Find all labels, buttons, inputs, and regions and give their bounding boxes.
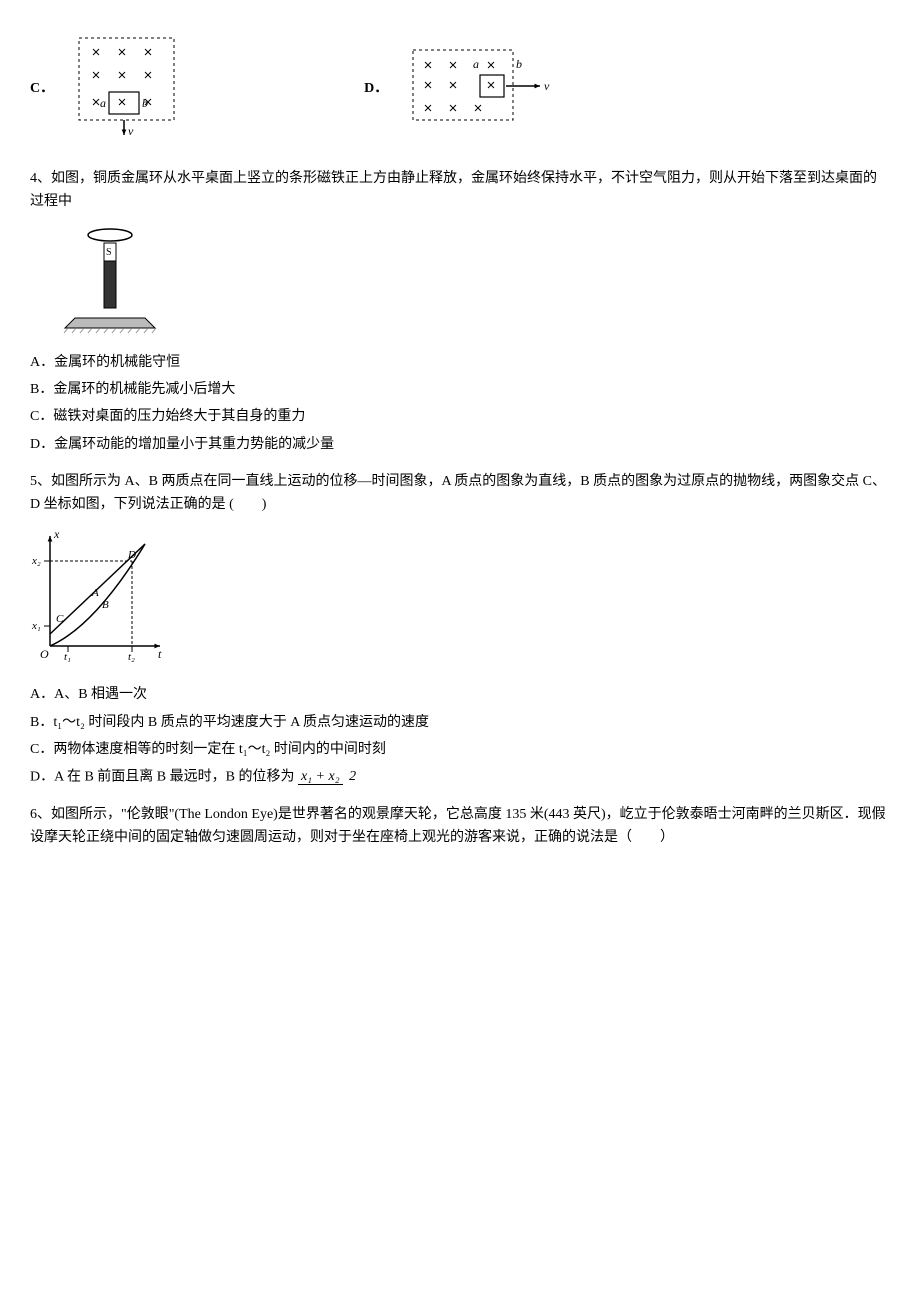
fig-d-label: D． (364, 78, 388, 100)
q5-option-c: C．两物体速度相等的时刻一定在 t₁～t₂ 时间内的中间时刻 (30, 739, 890, 761)
svg-text:a: a (100, 96, 106, 110)
fig-c-diagram: a bv (64, 30, 184, 148)
q4-option-b: B．金属环的机械能先减小后增大 (30, 379, 890, 401)
fig-d-svg: a b v (398, 40, 578, 130)
q4-option-d: D．金属环动能的增加量小于其重力势能的减少量 (30, 434, 890, 456)
q5-d-prefix: D．A 在 B 前面且离 B 最远时，B 的位移为 (30, 770, 294, 785)
svg-text:A: A (91, 587, 99, 599)
q5-figure: t x Ox₁ x₂ t₁ t₂ C D AB (30, 526, 890, 674)
q5-option-a: A．A、B 相遇一次 (30, 684, 890, 706)
magnet-svg: S (60, 223, 160, 333)
q5-option-d: D．A 在 B 前面且离 B 最远时，B 的位移为 x₁ + x₂ 2 (30, 766, 890, 789)
svg-text:O: O (40, 647, 49, 661)
q5-option-b: B．t₁～t₂ 时间段内 B 质点的平均速度大于 A 质点匀速运动的速度 (30, 712, 890, 734)
figure-row-cd: C． abv D． abv (30, 30, 890, 148)
q4-option-c: C．磁铁对桌面的压力始终大于其自身的重力 (30, 406, 890, 428)
fig-c-svg: a bv (64, 30, 184, 140)
svg-text:C: C (56, 613, 64, 625)
svg-text:B: B (102, 599, 109, 611)
svg-text:x₂: x₂ (31, 555, 41, 567)
q5-text-prefix: 5、如图所示为 A、B 两质点在同一直线上运动的位移—时间图象，A 质点的图象为… (30, 474, 886, 511)
svg-text:b: b (142, 96, 148, 110)
svg-text:x₁: x₁ (31, 620, 41, 632)
fig-d-diagram: a b v (398, 40, 578, 138)
svg-text:a: a (473, 57, 479, 71)
svg-text:x: x (53, 527, 60, 541)
svg-text:t₁: t₁ (64, 651, 71, 663)
svg-text:v: v (544, 79, 550, 93)
q6-text: 6、如图所示，"伦敦眼"(The London Eye)是世界著名的观景摩天轮，… (30, 804, 890, 849)
q4-figure: S (60, 223, 890, 341)
q5-d-fraction: x₁ + x₂ 2 (298, 766, 359, 788)
frac-top: x₁ + x₂ (298, 769, 343, 785)
q5-text-suffix: ( ) (229, 497, 266, 512)
q5-text: 5、如图所示为 A、B 两质点在同一直线上运动的位移—时间图象，A 质点的图象为… (30, 471, 890, 516)
svg-text:b: b (516, 57, 522, 71)
q4-text: 4、如图，铜质金属环从水平桌面上竖立的条形磁铁正上方由静止释放，金属环始终保持水… (30, 168, 890, 213)
fig-c-label: C． (30, 78, 54, 100)
svg-text:t: t (158, 647, 162, 661)
svg-text:t₂: t₂ (128, 651, 135, 663)
svg-text:S: S (106, 247, 112, 258)
graph-svg: t x Ox₁ x₂ t₁ t₂ C D AB (30, 526, 170, 666)
q4-option-a: A．金属环的机械能守恒 (30, 352, 890, 374)
frac-bot: 2 (346, 769, 359, 784)
svg-text:v: v (128, 124, 134, 138)
svg-text:D: D (127, 549, 136, 561)
